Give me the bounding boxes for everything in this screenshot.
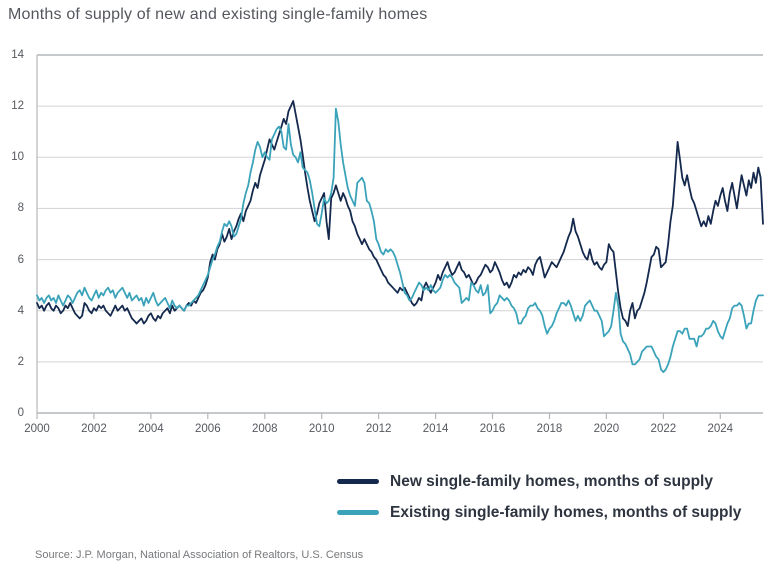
- legend-swatch-existing-homes: [337, 510, 379, 515]
- y-tick-label: 8: [17, 202, 24, 215]
- series-line-existing-homes: [36, 107, 764, 373]
- x-tick-label: 2006: [195, 423, 221, 435]
- legend-item-new: New single-family homes, months of suppl…: [337, 466, 741, 497]
- source-note: Source: J.P. Morgan, National Associatio…: [35, 549, 364, 561]
- y-tick-label: 10: [11, 151, 24, 164]
- x-tick-label: 2008: [251, 423, 278, 435]
- y-tick-label: 6: [17, 253, 24, 266]
- x-tick-label: 2004: [138, 423, 164, 435]
- x-tick-label: 2024: [707, 423, 734, 435]
- x-tick-label: 2020: [593, 423, 620, 435]
- y-tick-label: 4: [17, 304, 24, 317]
- x-tick-label: 2014: [422, 423, 449, 435]
- y-tick-label: 2: [17, 355, 24, 368]
- x-tick-label: 2022: [650, 423, 677, 435]
- legend-item-existing: Existing single-family homes, months of …: [337, 497, 741, 528]
- x-tick-label: 2018: [536, 423, 563, 435]
- x-tick-label: 2010: [308, 423, 335, 435]
- legend-label-new-homes: New single-family homes, months of suppl…: [390, 472, 713, 490]
- y-tick-label: 0: [17, 407, 24, 419]
- x-tick-label: 2000: [24, 423, 50, 435]
- y-tick-label: 14: [11, 49, 24, 61]
- chart-plot-area: [36, 54, 764, 419]
- legend-label-existing-homes: Existing single-family homes, months of …: [390, 503, 742, 521]
- x-tick-label: 2016: [479, 423, 506, 435]
- legend-swatch-new-homes: [337, 479, 379, 484]
- x-tick-label: 2012: [365, 423, 392, 435]
- x-tick-label: 2002: [81, 423, 107, 435]
- series-line-new-homes: [36, 100, 764, 327]
- chart-title: Months of supply of new and existing sin…: [8, 6, 428, 23]
- y-tick-label: 12: [11, 100, 24, 113]
- legend: New single-family homes, months of suppl…: [337, 466, 741, 528]
